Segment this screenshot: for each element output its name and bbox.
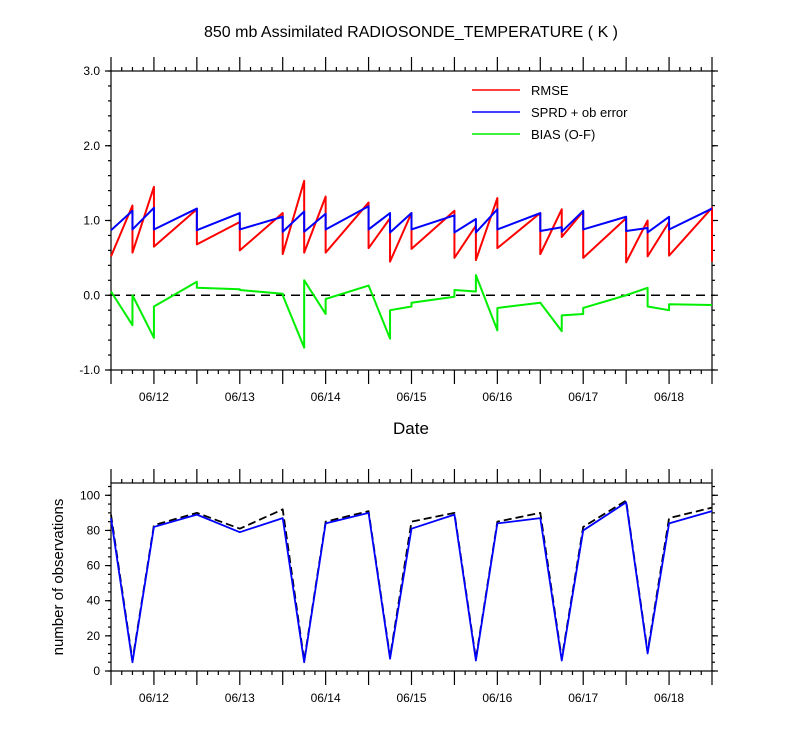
series-line-rmse xyxy=(110,179,713,264)
series-line-possible xyxy=(110,499,713,662)
x-tick-label: 06/14 xyxy=(311,390,341,404)
y-tick-label: 1.0 xyxy=(83,214,100,228)
bottom-plot-frame xyxy=(110,482,713,672)
x-tick-label: 06/13 xyxy=(225,390,255,404)
bottom-series-group xyxy=(110,499,713,664)
x-tick-label: 06/18 xyxy=(654,390,684,404)
top-series-group xyxy=(110,179,713,349)
x-tick-label: 06/16 xyxy=(482,390,512,404)
legend-label-sprd: SPRD + ob error xyxy=(531,105,628,120)
y-tick-label: 40 xyxy=(87,594,101,608)
series-line-assimilated xyxy=(110,501,713,664)
legend: RMSE SPRD + ob error BIAS (O-F) xyxy=(472,83,628,142)
y-axis-title-observations: number of observations xyxy=(50,499,67,656)
y-tick-label: 2.0 xyxy=(83,139,100,153)
y-tick-label: 0 xyxy=(93,664,100,678)
series-line-sprd-ob-error xyxy=(110,205,713,234)
x-tick-label: 06/12 xyxy=(139,390,169,404)
x-axis-title: Date xyxy=(393,419,429,438)
top-x-axis: 06/12 06/13 06/14 06/15 06/16 06/17 06/18 xyxy=(110,57,713,404)
x-tick-label: 06/15 xyxy=(396,390,426,404)
y-tick-label: 80 xyxy=(87,523,101,537)
bottom-y-axis: 0 20 40 60 80 100 xyxy=(80,485,718,678)
x-tick-label: 06/16 xyxy=(482,691,512,705)
x-tick-label: 06/15 xyxy=(396,691,426,705)
y-tick-label: -1.0 xyxy=(79,363,100,377)
x-tick-label: 06/18 xyxy=(654,691,684,705)
y-tick-label: 60 xyxy=(87,559,101,573)
y-tick-label: 3.0 xyxy=(83,64,100,78)
x-tick-label: 06/14 xyxy=(311,691,341,705)
x-tick-label: 06/17 xyxy=(568,691,598,705)
series-line-bias-o-f xyxy=(110,274,713,349)
legend-label-rmse: RMSE xyxy=(531,83,569,98)
chart-title: 850 mb Assimilated RADIOSONDE_TEMPERATUR… xyxy=(204,24,618,41)
x-tick-label: 06/17 xyxy=(568,390,598,404)
y-tick-label: 0.0 xyxy=(83,288,100,302)
y-tick-label: 100 xyxy=(80,488,100,502)
bottom-x-axis: 06/12 06/13 06/14 06/15 06/16 06/17 06/18 xyxy=(110,469,713,705)
x-tick-label: 06/12 xyxy=(139,691,169,705)
y-tick-label: 20 xyxy=(87,629,101,643)
legend-label-bias: BIAS (O-F) xyxy=(531,127,595,142)
x-tick-label: 06/13 xyxy=(225,691,255,705)
